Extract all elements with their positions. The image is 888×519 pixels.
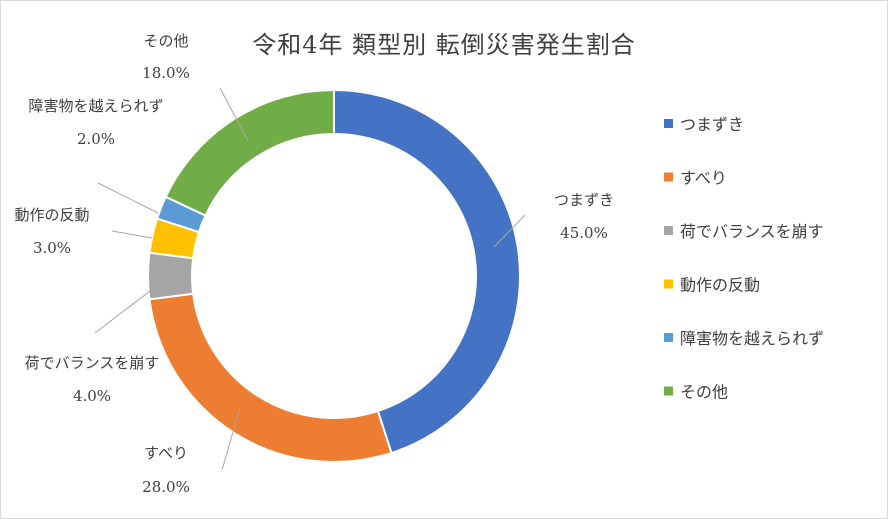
slice-3 [147, 251, 195, 301]
slice-2 [148, 292, 393, 463]
data-label-value-1: 45.0% [560, 224, 608, 242]
legend-swatch-2 [664, 172, 673, 182]
data-label-name-5: 障害物を越えられず [28, 97, 163, 115]
data-label-name-6: その他 [143, 32, 188, 50]
legend-label-5: 障害物を越えられず [680, 329, 824, 348]
legend-swatch-1 [664, 119, 673, 128]
legend-label-4: 動作の反動 [680, 276, 760, 295]
slice-1 [333, 88, 521, 455]
data-label-name-2: すべり [144, 444, 188, 462]
leader-line-3 [94, 290, 151, 334]
legend-swatch-6 [664, 386, 673, 396]
leader-line-2 [221, 407, 241, 471]
data-label-value-2: 28.0% [142, 478, 190, 496]
leader-line-1 [493, 214, 526, 248]
data-label-name-1: つまずき [554, 191, 614, 209]
legend-label-1: つまずき [680, 115, 744, 134]
legend-swatch-5 [664, 333, 673, 342]
leader-line-5 [97, 182, 159, 214]
legend-swatch-3 [664, 226, 673, 235]
data-label-value-3: 4.0% [73, 387, 111, 405]
leader-line-4 [111, 230, 153, 239]
chart-title: 令和4年 類型別 転倒災害発生割合 [252, 31, 636, 59]
leader-line-6 [219, 87, 249, 142]
data-label-name-4: 動作の反動 [14, 206, 89, 224]
data-label-value-5: 2.0% [77, 130, 115, 148]
legend-label-3: 荷でバランスを崩す [680, 222, 824, 241]
legend-label-2: すべり [680, 169, 727, 188]
legend-swatch-4 [664, 279, 673, 289]
slice-6 [164, 88, 335, 217]
data-label-value-6: 18.0% [142, 64, 190, 82]
data-label-name-3: 荷でバランスを崩す [25, 354, 160, 372]
data-label-value-4: 3.0% [33, 239, 71, 257]
legend-label-6: その他 [680, 383, 728, 402]
